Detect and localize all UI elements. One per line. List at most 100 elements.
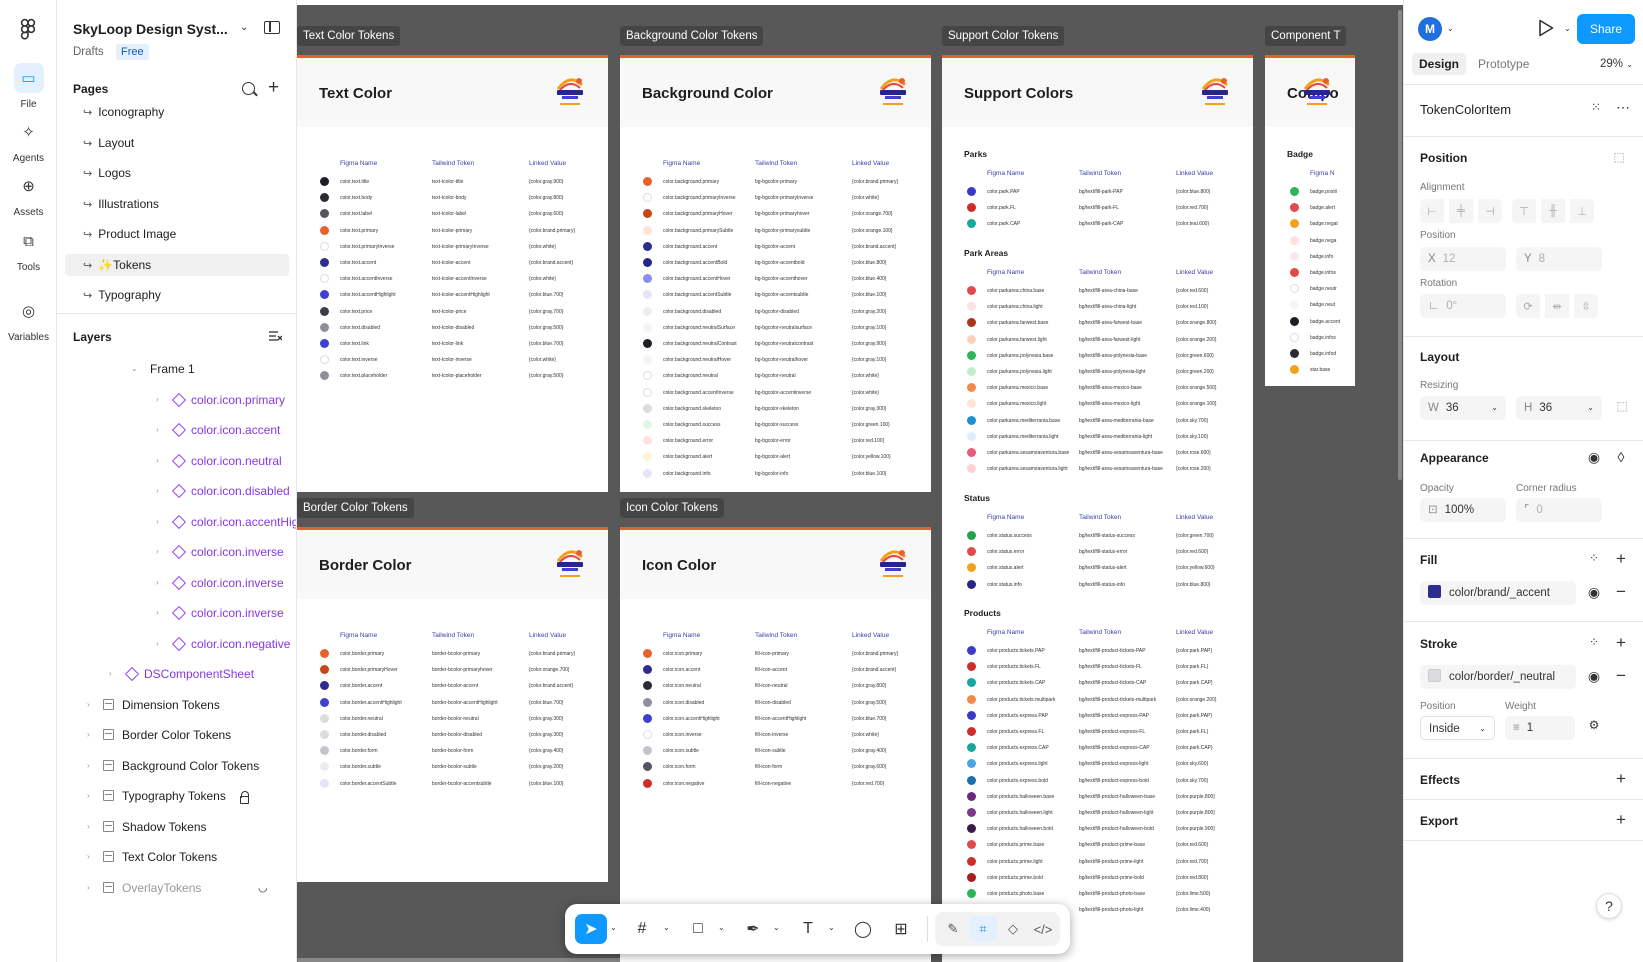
layer-row[interactable]: › Background Color Tokens (57, 755, 296, 777)
code-mode-icon[interactable]: </> (1033, 921, 1053, 937)
x-position-input[interactable]: X 12 (1420, 247, 1506, 271)
token-card[interactable]: Text Color Figma Name Tailwind Token Linked… (297, 55, 608, 492)
tab-design[interactable]: Design (1412, 53, 1467, 75)
resize-options-icon[interactable]: ⬚ (1616, 399, 1628, 413)
layer-row[interactable]: › DSComponentSheet (57, 663, 296, 685)
search-icon[interactable] (242, 82, 255, 95)
selected-layer-name[interactable]: TokenColorItem (1420, 102, 1512, 117)
add-stroke-icon[interactable]: + (1616, 633, 1626, 652)
comment-tool-icon[interactable]: ◯ (854, 921, 872, 938)
page-item[interactable]: ↪ ✨Tokens (65, 253, 289, 276)
stroke-position-select[interactable]: Inside ⌄ (1420, 716, 1495, 740)
layer-row[interactable]: › Dimension Tokens (57, 694, 296, 716)
align-left-icon[interactable]: ⊢ (1420, 199, 1444, 223)
layer-row[interactable]: ⌄ Frame 1 (57, 358, 296, 380)
rail-file-button[interactable]: ▭ File (0, 63, 57, 110)
chevron-right-icon[interactable]: › (156, 516, 159, 526)
layer-row[interactable]: › color.icon.accent (57, 419, 296, 441)
chevron-down-icon[interactable]: ⌄ (240, 22, 249, 33)
align-top-icon[interactable]: ⊤ (1512, 199, 1536, 223)
chevron-right-icon[interactable]: › (156, 425, 159, 434)
styles-grid-icon[interactable]: ⁘ (1588, 635, 1600, 649)
stroke-weight-input[interactable]: ≡ 1 (1505, 716, 1575, 740)
chevron-right-icon[interactable]: › (156, 638, 159, 648)
opacity-input[interactable]: ⊡ 100% (1420, 498, 1506, 522)
height-input[interactable]: H 36 ⌄ (1516, 396, 1602, 420)
constraints-icon[interactable]: ⬚ (1613, 150, 1625, 164)
frame-label[interactable]: Icon Color Tokens (620, 498, 724, 518)
figma-logo-icon[interactable] (18, 18, 38, 42)
layer-row[interactable]: › color.icon.neutral (57, 450, 296, 472)
vertical-scrollbar[interactable] (1398, 10, 1402, 480)
chevron-right-icon[interactable]: › (109, 669, 112, 678)
share-button[interactable]: Share (1577, 14, 1635, 44)
layer-row[interactable]: › color.icon.inverse (57, 541, 296, 563)
layer-row[interactable]: › OverlayTokens ◡ (57, 877, 296, 899)
chevron-down-icon[interactable]: ⌄ (610, 923, 617, 932)
frame-label[interactable]: Component T (1265, 26, 1347, 46)
token-card[interactable]: Background Color Figma Name Tailwind Token… (620, 55, 931, 492)
stroke-style-field[interactable]: color/border/_neutral (1420, 665, 1576, 689)
help-button[interactable]: ? (1596, 893, 1622, 919)
styles-grid-icon[interactable]: ⁘ (1588, 551, 1600, 565)
chevron-right-icon[interactable]: › (87, 699, 90, 709)
frame-label[interactable]: Support Color Tokens (942, 26, 1065, 46)
token-card[interactable]: Border Color Figma Name Tailwind Token Link… (297, 527, 608, 882)
frame-label[interactable]: Text Color Tokens (297, 26, 401, 46)
chevron-down-icon[interactable]: ⌄ (1564, 24, 1571, 33)
layer-row[interactable]: › color.icon.negative (57, 633, 296, 655)
token-card[interactable]: Icon Color Figma Name Tailwind Token Linked… (620, 527, 931, 962)
layer-row[interactable]: › color.icon.accentHighl (57, 511, 296, 533)
eye-icon[interactable]: ◉ (1587, 668, 1601, 684)
align-right-icon[interactable]: ⊣ (1478, 199, 1502, 223)
layer-row[interactable]: › Typography Tokens (57, 785, 296, 807)
page-item[interactable]: ↪ Illustrations (65, 193, 289, 215)
add-effect-icon[interactable]: + (1616, 769, 1626, 788)
file-location[interactable]: Drafts (73, 46, 104, 58)
pen-tool-icon[interactable]: ✒ (746, 921, 760, 938)
hidden-eye-icon[interactable]: ◡ (258, 881, 268, 894)
align-center-h-icon[interactable]: ╪ (1449, 199, 1473, 223)
flip-vertical-icon[interactable]: ⇳ (1574, 294, 1598, 318)
layer-row[interactable]: › Border Color Tokens (57, 724, 296, 746)
horizontal-scrollbar[interactable] (297, 958, 707, 962)
layer-row[interactable]: › color.icon.inverse (57, 572, 296, 594)
rail-tools-button[interactable]: ⧉ Tools (0, 226, 57, 274)
zoom-level[interactable]: 29% ⌄ (1600, 58, 1633, 70)
sidebar-toggle-icon[interactable] (264, 21, 280, 34)
token-card[interactable]: Compo Badge Figma N badge.positi badge.alert… (1265, 55, 1355, 386)
align-center-v-icon[interactable]: ╫ (1541, 199, 1565, 223)
chevron-right-icon[interactable]: › (156, 608, 159, 617)
move-tool-icon[interactable]: ➤ (575, 914, 607, 944)
chevron-right-icon[interactable]: › (156, 455, 159, 465)
layers-collapse-icon[interactable] (269, 331, 282, 342)
stroke-settings-icon[interactable]: ⚙ (1588, 718, 1600, 732)
tab-prototype[interactable]: Prototype (1478, 57, 1530, 71)
frame-label[interactable]: Border Color Tokens (297, 498, 414, 518)
chevron-right-icon[interactable]: › (87, 821, 90, 831)
eye-icon[interactable]: ◉ (1587, 584, 1601, 600)
add-page-icon[interactable]: + (268, 77, 280, 98)
lock-icon[interactable] (240, 791, 249, 804)
chevron-right-icon[interactable]: › (87, 760, 90, 770)
layer-row[interactable]: › color.icon.primary (57, 389, 296, 411)
more-options-icon[interactable]: ⋯ (1616, 99, 1630, 115)
plan-badge[interactable]: Free (116, 44, 149, 60)
chevron-right-icon[interactable]: › (87, 852, 90, 861)
layer-row[interactable]: › color.icon.inverse (57, 602, 296, 624)
page-item[interactable]: ↪ Layout (65, 132, 289, 154)
design-mode-icon[interactable]: ⌗ (969, 916, 997, 942)
layer-row[interactable]: › Text Color Tokens (57, 846, 296, 868)
dev-mode-diamond-icon[interactable]: ◇ (1008, 921, 1018, 936)
corner-radius-input[interactable]: ⌜ 0 (1516, 498, 1602, 522)
present-play-icon[interactable] (1538, 19, 1554, 37)
page-item[interactable]: ↪ Typography (65, 284, 289, 306)
rail-variables-button[interactable]: ◎ Variables (0, 296, 57, 343)
chevron-down-icon[interactable]: ⌄ (663, 923, 670, 932)
chevron-down-icon[interactable]: ⌄ (131, 364, 138, 373)
rail-assets-button[interactable]: ⊕ Assets (0, 171, 57, 218)
avatar[interactable]: M (1418, 17, 1442, 41)
rotate-icon[interactable]: ⟳ (1516, 294, 1540, 318)
page-item[interactable]: ↪ Logos (65, 162, 289, 184)
